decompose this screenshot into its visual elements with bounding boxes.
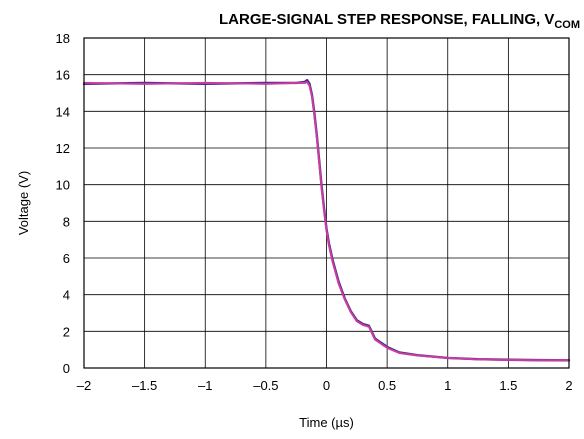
y-tick-label: 6	[63, 251, 70, 266]
y-tick-label: 8	[63, 214, 70, 229]
chart-title: LARGE-SIGNAL STEP RESPONSE, FALLING, VCO…	[219, 11, 580, 31]
y-tick-label: 0	[63, 361, 70, 376]
chart-title-subscript: COM	[554, 19, 580, 31]
x-axis-label: Time (µs)	[299, 415, 354, 430]
x-tick-label: 0.5	[378, 378, 396, 393]
y-tick-labels: 0 2 4 6 8 10 12 14 16 18	[56, 31, 70, 376]
y-tick-label: 16	[56, 68, 70, 83]
series-group	[82, 78, 571, 362]
y-tick-label: 12	[56, 141, 70, 156]
y-tick-label: 10	[56, 178, 70, 193]
x-tick-label: –2	[77, 378, 91, 393]
y-tick-label: 2	[63, 324, 70, 339]
x-tick-label: –1.5	[132, 378, 157, 393]
x-tick-label: 2	[565, 378, 572, 393]
x-tick-labels: –2 –1.5 –1 –0.5 0 0.5 1 1.5 2	[77, 378, 573, 393]
y-tick-label: 14	[56, 104, 70, 119]
grid-lines	[84, 38, 569, 368]
chart-title-main: LARGE-SIGNAL STEP RESPONSE, FALLING, V	[219, 11, 554, 28]
x-tick-label: 1.5	[499, 378, 517, 393]
x-tick-label: 0	[323, 378, 330, 393]
x-tick-label: 1	[444, 378, 451, 393]
y-axis-label: Voltage (V)	[16, 171, 31, 235]
x-tick-label: –1	[198, 378, 212, 393]
x-tick-label: –0.5	[253, 378, 278, 393]
plot-frame	[83, 37, 570, 369]
y-tick-label: 18	[56, 31, 70, 46]
series-line-2	[83, 81, 570, 362]
y-tick-label: 4	[63, 288, 70, 303]
